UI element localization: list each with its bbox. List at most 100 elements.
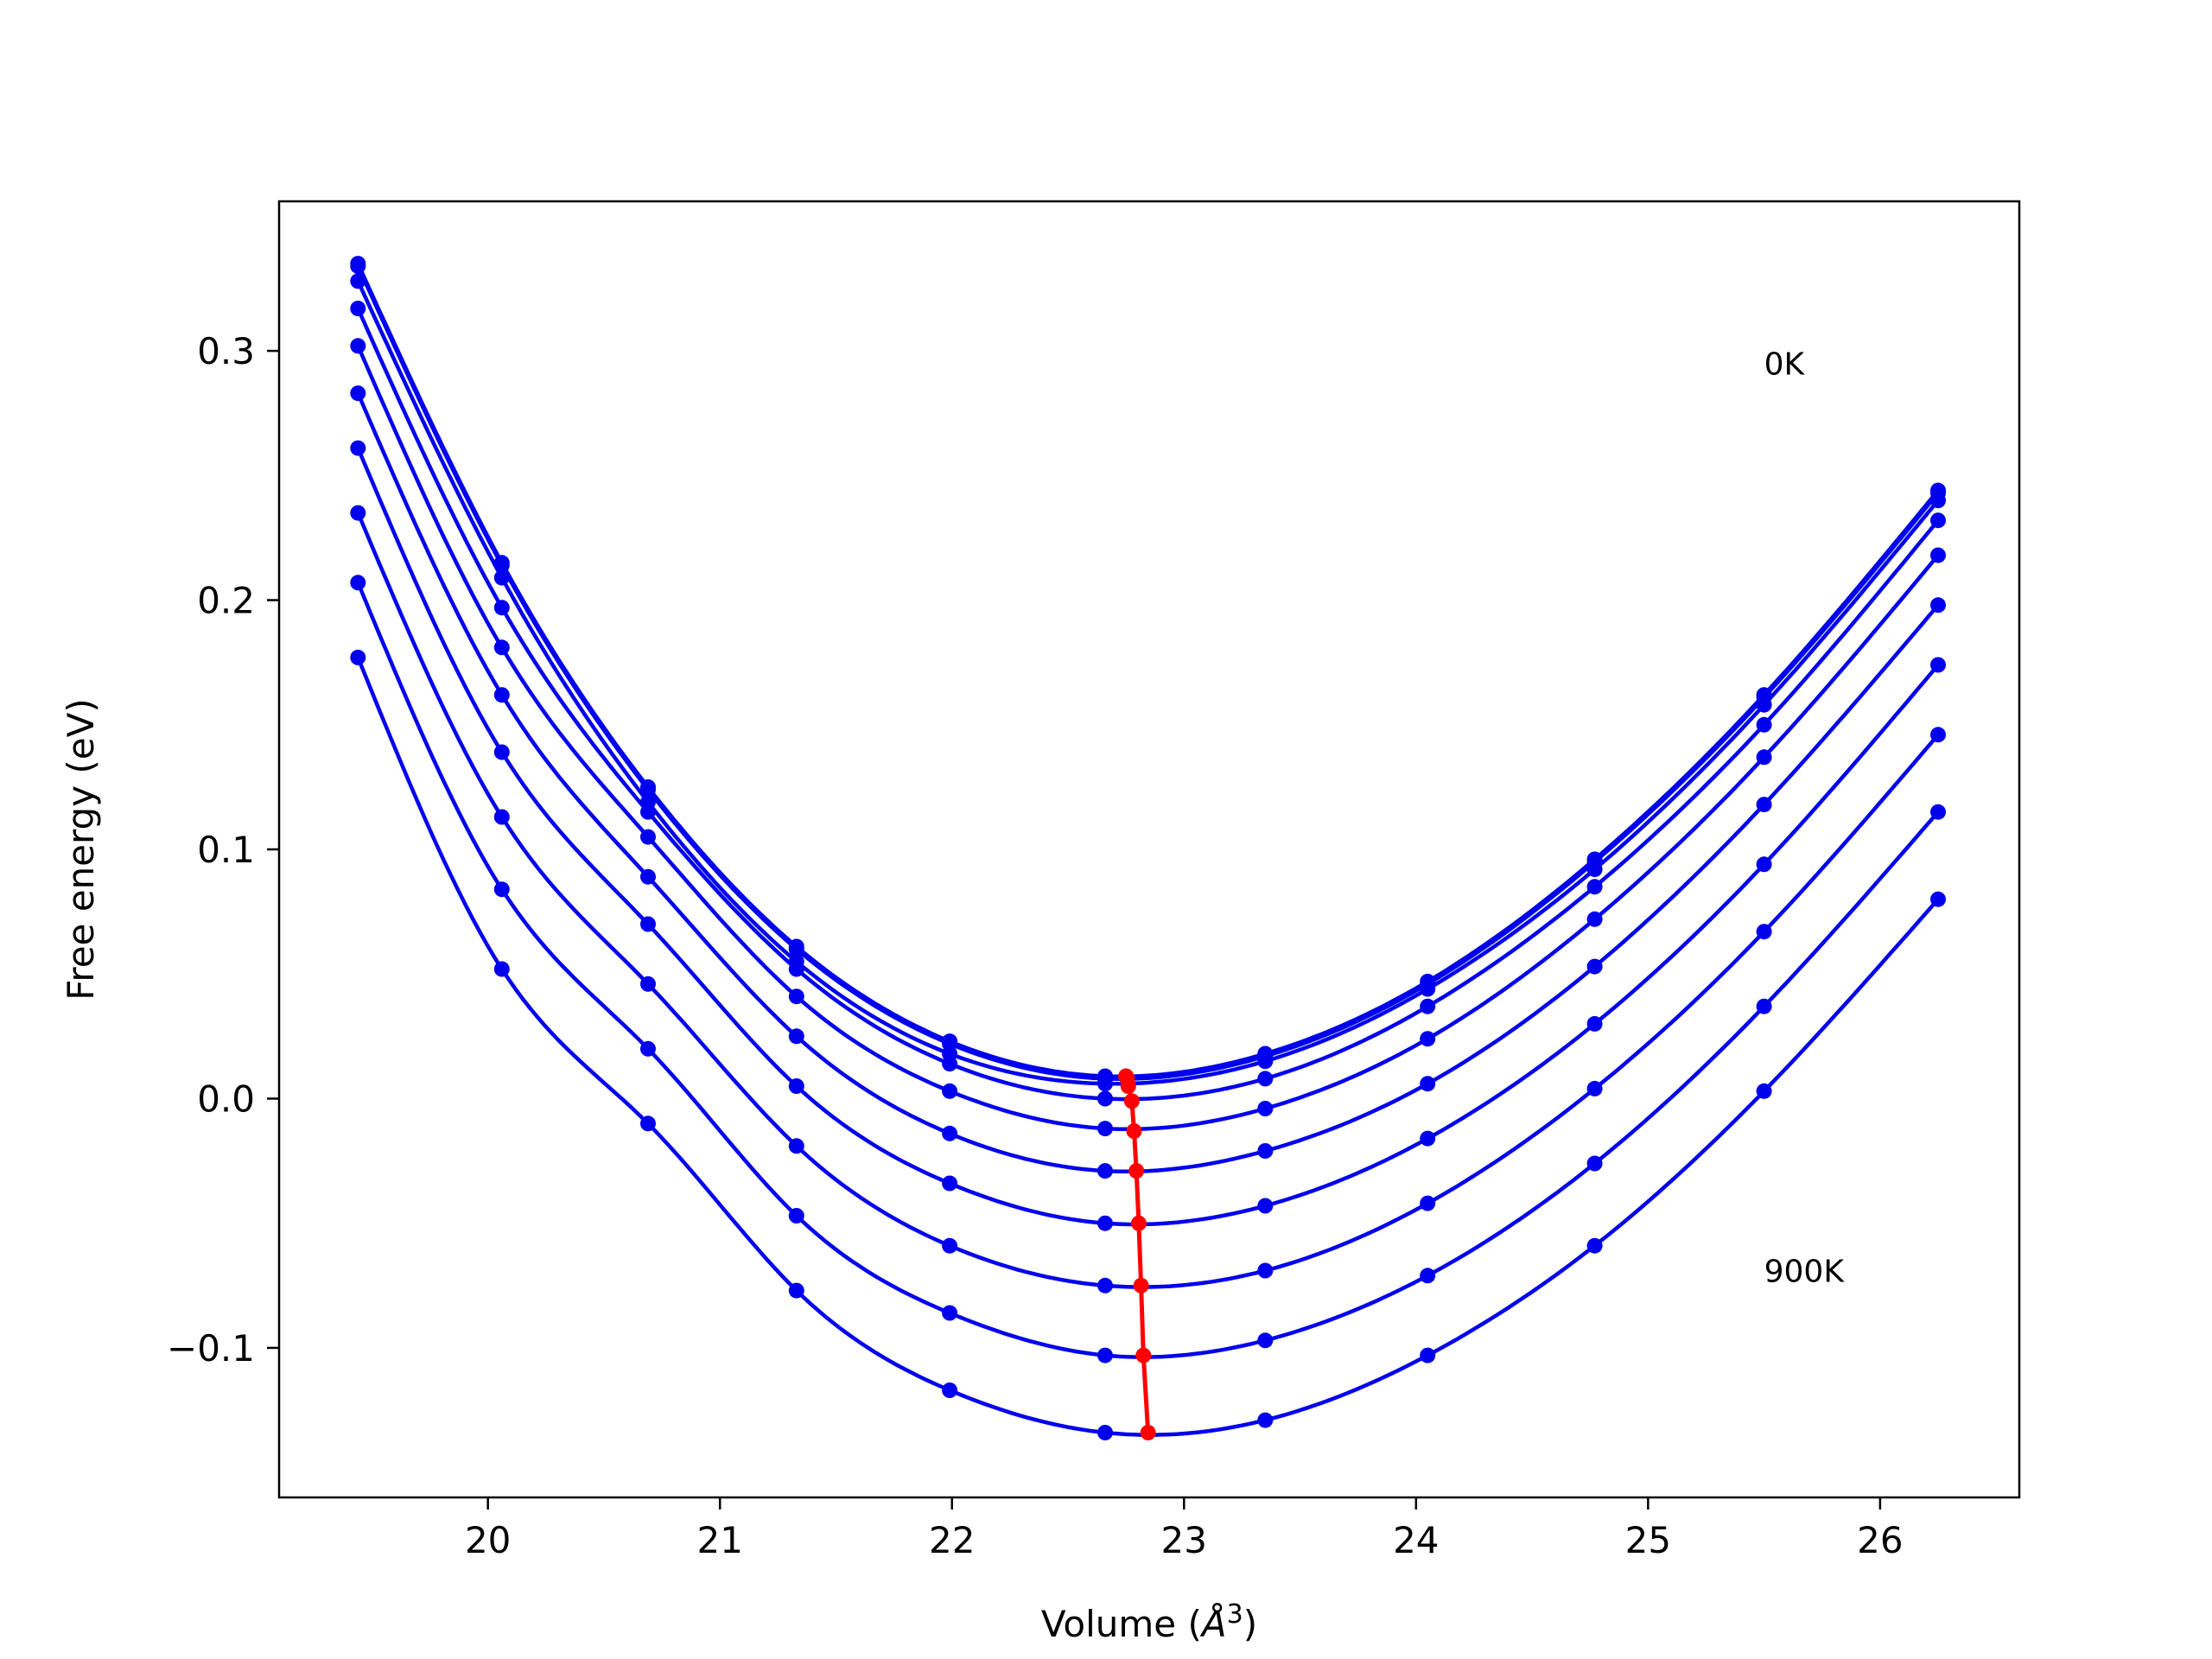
y-tick-label-1: 0.0 [197,1077,255,1120]
data-point-400K-0 [350,338,366,354]
data-point-200K-7 [1420,981,1436,997]
minimum-point-7 [1133,1277,1149,1294]
data-point-100K-3 [788,941,804,957]
data-point-500K-5 [1097,1163,1113,1179]
data-point-500K-0 [350,385,366,402]
y-axis-label: Free energy (eV) [60,698,102,1001]
data-point-800K-8 [1586,1155,1603,1172]
minimum-point-5 [1128,1163,1145,1179]
series-line-400K [356,345,1940,1132]
data-point-400K-2 [640,829,656,845]
series-line-200K [356,280,1940,1086]
x-tick-label-21: 21 [696,1519,742,1561]
data-point-900K-3 [788,1282,804,1299]
series-line-600K [356,447,1940,1227]
y-axis: −0.1 0.0 0.1 0.2 0.3 [167,330,279,1370]
data-point-300K-9 [1756,716,1772,733]
data-point-300K-0 [350,301,366,316]
data-point-800K-0 [350,575,366,591]
series-line-0K [356,263,1940,1079]
data-point-300K-10 [1930,512,1946,529]
y-tick-label-0: −0.1 [167,1327,255,1370]
data-point-300K-1 [493,600,510,616]
data-point-900K-7 [1420,1347,1436,1363]
annotation-900K: 900K [1764,1255,1846,1290]
x-axis: 20 21 22 23 24 25 26 [465,1497,1904,1561]
data-point-700K-1 [493,809,510,825]
data-point-300K-2 [640,804,656,820]
data-point-900K-8 [1586,1237,1603,1254]
series-line-500K [356,392,1940,1174]
data-point-500K-10 [1930,597,1946,613]
data-point-200K-1 [493,569,510,586]
data-point-600K-10 [1930,657,1946,673]
series-line-800K [356,582,1940,1359]
data-point-700K-10 [1930,727,1946,743]
data-point-700K-7 [1420,1195,1436,1211]
x-tick-label-26: 26 [1857,1519,1903,1561]
data-point-700K-3 [788,1138,804,1154]
data-point-700K-6 [1257,1262,1274,1279]
data-point-200K-5 [1097,1076,1113,1092]
data-point-600K-2 [640,916,656,932]
y-tick-label-3: 0.2 [197,580,255,622]
minimum-point-2 [1120,1078,1136,1094]
data-point-400K-5 [1097,1121,1113,1137]
annotations: 0K 900K [1764,347,1846,1290]
data-point-500K-4 [942,1125,958,1141]
data-point-200K-9 [1756,696,1772,713]
data-point-400K-10 [1930,547,1946,563]
data-point-300K-3 [788,961,804,977]
data-point-300K-4 [942,1056,958,1072]
data-point-500K-6 [1257,1143,1274,1159]
data-point-900K-0 [350,649,366,665]
data-point-600K-4 [942,1175,958,1192]
data-point-500K-9 [1756,797,1772,813]
data-point-600K-7 [1420,1130,1436,1147]
annotation-0K: 0K [1764,347,1806,383]
data-point-500K-8 [1586,958,1603,975]
data-point-700K-0 [350,505,366,521]
data-point-400K-8 [1586,911,1603,927]
series-line-100K [356,265,1940,1081]
x-tick-label-20: 20 [465,1519,511,1561]
data-point-600K-5 [1097,1215,1113,1231]
data-point-900K-9 [1756,1083,1772,1099]
data-point-800K-6 [1257,1332,1274,1349]
data-point-800K-5 [1097,1347,1113,1363]
data-point-900K-6 [1257,1412,1274,1428]
data-point-800K-1 [493,881,510,898]
data-point-600K-1 [493,744,510,760]
data-point-500K-2 [640,868,656,885]
data-point-400K-9 [1756,749,1772,766]
minimum-point-9 [1140,1425,1156,1440]
data-point-800K-3 [788,1208,804,1224]
y-tick-label-4: 0.3 [197,330,255,372]
data-point-600K-3 [788,1078,804,1094]
data-point-800K-9 [1756,998,1772,1014]
data-point-300K-7 [1420,998,1436,1014]
data-point-800K-4 [942,1305,958,1321]
data-point-600K-6 [1257,1198,1274,1214]
x-tick-label-22: 22 [929,1519,975,1561]
data-point-100K-2 [640,781,656,798]
data-point-600K-8 [1586,1015,1603,1032]
data-point-900K-2 [640,1116,656,1132]
data-point-300K-8 [1586,879,1603,895]
axes-frame [277,200,2021,1499]
data-point-600K-9 [1756,856,1772,873]
x-axis-label: Volume (Å3) [1041,1599,1257,1645]
data-point-500K-3 [788,1028,804,1045]
minimum-point-4 [1126,1123,1142,1139]
data-point-700K-9 [1756,924,1772,940]
data-point-200K-0 [350,273,366,289]
data-point-800K-10 [1930,804,1946,820]
x-tick-label-24: 24 [1393,1519,1439,1561]
data-point-700K-8 [1586,1080,1603,1096]
data-point-700K-2 [640,976,656,992]
data-point-800K-2 [640,1040,656,1057]
minimum-point-3 [1123,1093,1140,1109]
data-point-400K-6 [1257,1101,1274,1116]
x-tick-label-23: 23 [1161,1519,1207,1561]
data-point-900K-1 [493,961,510,977]
